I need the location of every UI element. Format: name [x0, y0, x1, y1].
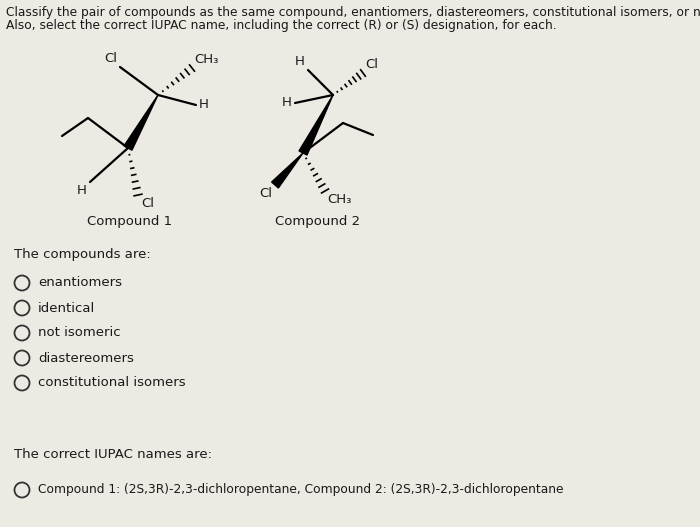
Text: H: H [282, 96, 292, 110]
Text: Compound 1: Compound 1 [88, 215, 173, 228]
Text: Cl: Cl [259, 187, 272, 200]
Text: H: H [295, 55, 305, 68]
Text: Cl: Cl [104, 52, 117, 65]
Text: Cl: Cl [141, 197, 154, 210]
Text: CH₃: CH₃ [327, 193, 351, 206]
Text: enantiomers: enantiomers [38, 277, 122, 289]
Text: identical: identical [38, 301, 95, 315]
Polygon shape [299, 95, 333, 155]
Text: Compound 2: Compound 2 [275, 215, 360, 228]
Text: The compounds are:: The compounds are: [14, 248, 150, 261]
Text: constitutional isomers: constitutional isomers [38, 376, 186, 389]
Text: H: H [199, 99, 209, 112]
Text: The correct IUPAC names are:: The correct IUPAC names are: [14, 448, 212, 461]
Text: CH₃: CH₃ [194, 53, 218, 66]
Text: diastereomers: diastereomers [38, 352, 134, 365]
Text: not isomeric: not isomeric [38, 327, 120, 339]
Text: Also, select the correct IUPAC name, including the correct (R) or (S) designatio: Also, select the correct IUPAC name, inc… [6, 19, 556, 32]
Text: Compound 1: (2S,3R)-2,3-dichloropentane, Compound 2: (2S,3R)-2,3-dichloropentane: Compound 1: (2S,3R)-2,3-dichloropentane,… [38, 483, 564, 496]
Text: H: H [77, 184, 87, 197]
Polygon shape [124, 95, 158, 150]
Text: Classify the pair of compounds as the same compound, enantiomers, diastereomers,: Classify the pair of compounds as the sa… [6, 6, 700, 19]
Polygon shape [272, 153, 303, 188]
Text: Cl: Cl [365, 58, 378, 71]
